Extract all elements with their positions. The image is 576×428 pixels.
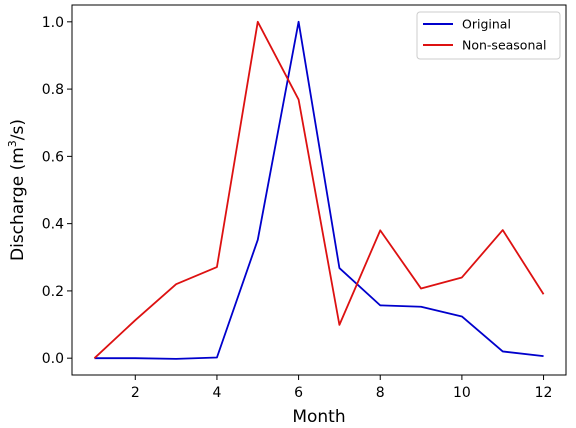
legend-label-non-seasonal: Non-seasonal: [462, 38, 547, 53]
x-tick-label: 10: [453, 385, 471, 401]
series-line-non-seasonal: [93, 20, 545, 359]
x-tick-label: 6: [294, 385, 303, 401]
series-layer: [93, 20, 545, 360]
x-axis: 2 4 6 8 10 12: [131, 375, 553, 401]
series-line-original: [94, 20, 544, 360]
y-axis-label-main: Discharge (m: [8, 147, 28, 261]
legend: Original Non-seasonal: [416, 11, 561, 60]
x-axis-label: Month: [292, 407, 345, 427]
x-tick-label: 4: [212, 385, 221, 401]
x-tick-label: 8: [376, 385, 385, 401]
y-axis-label: Discharge (m3/s): [6, 119, 28, 261]
x-tick-label: 12: [535, 385, 553, 401]
y-axis-label-superscript: 3: [6, 140, 19, 147]
y-axis-label-tail: /s): [8, 119, 28, 140]
y-tick-label: 0.6: [42, 149, 64, 165]
y-tick-label: 0.2: [42, 284, 64, 300]
y-tick-label: 0.4: [42, 217, 64, 233]
y-tick-label: 0.0: [42, 351, 64, 367]
x-tick-label: 2: [131, 385, 140, 401]
y-tick-label: 0.8: [42, 82, 64, 98]
y-tick-label: 1.0: [42, 15, 64, 31]
plot-area: [71, 4, 567, 376]
legend-label-original: Original: [462, 17, 511, 32]
y-axis: 0.0 0.2 0.4 0.6 0.8 1.0: [42, 15, 72, 367]
